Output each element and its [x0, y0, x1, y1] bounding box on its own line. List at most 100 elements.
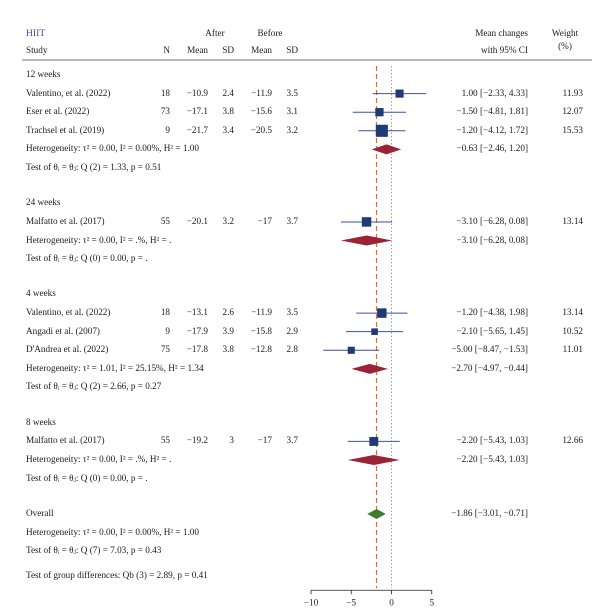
study-n: 18: [160, 87, 170, 98]
study-sd-before: 3.2: [286, 124, 298, 135]
subgroup-label: 24 weeks: [26, 197, 61, 208]
study-name: Eser et al. (2022): [26, 106, 90, 117]
study-name: Trachsel et al. (2019): [26, 124, 105, 135]
homogeneity-test: Test of θᵢ = θⱼ: Q (2) = 2.66, p = 0.27: [26, 381, 162, 392]
study-mean-after: −13.1: [186, 307, 208, 318]
n-column-header: N: [163, 45, 170, 55]
study-ci: −1.20 [−4.12, 1.72]: [456, 124, 528, 135]
study-ci: 1.00 [−2.33, 4.33]: [461, 87, 528, 98]
study-ci: −3.10 [−6.28, 0.08]: [456, 215, 528, 226]
after-header: After: [205, 28, 225, 38]
heterogeneity-stat: Heterogeneity: τ² = 0.00, I² = .%, H² = …: [26, 454, 172, 465]
study-column-header: Study: [26, 45, 48, 55]
study-mean-before: −20.5: [250, 124, 272, 135]
pooled-diamond: [347, 455, 400, 466]
study-n: 9: [165, 124, 170, 135]
study-ci: −1.20 [−4.38, 1.98]: [456, 307, 528, 318]
x-tick-label: −10: [304, 597, 319, 607]
study-sd-before: 2.8: [286, 344, 298, 355]
study-weight: 13.14: [562, 215, 583, 226]
study-mean-before: −15.6: [250, 106, 272, 117]
study-sd-after: 3.4: [222, 124, 234, 135]
study-weight: 15.53: [562, 124, 583, 135]
weight-header: Weight: [551, 28, 579, 38]
overall-ci: −1.86 [−3.01, −0.71]: [451, 507, 528, 518]
study-ci: −5.00 [−8.47, −1.53]: [451, 344, 528, 355]
study-mean-before: −17: [257, 215, 272, 226]
study-name: Malfatto et al. (2017): [26, 435, 105, 446]
effect-square: [375, 108, 384, 117]
study-mean-before: −12.8: [250, 344, 272, 355]
homogeneity-test: Test of θᵢ = θⱼ: Q (0) = 0.00, p = .: [26, 472, 148, 483]
x-tick-label: 0: [389, 597, 394, 607]
sd-before-header: SD: [286, 45, 298, 55]
study-sd-before: 2.9: [286, 325, 298, 336]
pooled-diamond: [340, 235, 393, 246]
study-mean-after: −17.9: [186, 325, 208, 336]
study-sd-after: 3.8: [222, 106, 234, 117]
x-tick-label: −5: [346, 597, 356, 607]
study-weight: 13.14: [562, 307, 583, 318]
sd-after-header: SD: [222, 45, 234, 55]
study-weight: 12.07: [562, 106, 583, 117]
study-weight: 11.93: [562, 87, 583, 98]
pooled-diamond: [371, 144, 402, 155]
study-n: 55: [160, 435, 170, 446]
study-sd-before: 3.7: [286, 215, 298, 226]
overall-heterogeneity: Heterogeneity: τ² = 0.00, I² = 0.00%, H²…: [26, 526, 199, 537]
heterogeneity-stat: Heterogeneity: τ² = 0.00, I² = .%, H² = …: [26, 234, 172, 245]
overall-homogeneity-test: Test of θᵢ = θⱼ: Q (7) = 7.03, p = 0.43: [26, 545, 162, 556]
ci-header: with 95% CI: [481, 45, 528, 55]
pooled-diamond: [351, 363, 388, 374]
study-sd-before: 3.1: [286, 106, 298, 117]
heterogeneity-stat: Heterogeneity: τ² = 1.01, I² = 25.15%, H…: [26, 362, 204, 373]
effect-square: [377, 308, 387, 318]
pooled-ci: −2.70 [−4.97, −0.44]: [451, 362, 528, 373]
weight-unit-header: (%): [558, 41, 572, 51]
study-name: Valentino, et al. (2022): [26, 87, 111, 98]
mean-changes-header: Mean changes: [475, 28, 528, 38]
group-differences-test: Test of group differences: Qb (3) = 2.89…: [26, 570, 208, 581]
subgroup-label: 8 weeks: [26, 416, 56, 427]
study-mean-after: −10.9: [186, 87, 208, 98]
study-name: Angadi et al. (2007): [26, 325, 100, 336]
group-label: HIIT: [26, 28, 46, 39]
subgroup-label: 4 weeks: [26, 288, 56, 299]
study-ci: −1.50 [−4.81, 1.81]: [456, 106, 528, 117]
study-sd-before: 3.5: [286, 307, 298, 318]
study-n: 18: [160, 307, 170, 318]
study-mean-after: −19.2: [186, 435, 208, 446]
pooled-ci: −2.20 [−5.43, 1.03]: [456, 454, 528, 465]
study-sd-after: 3: [229, 435, 234, 446]
study-mean-after: −20.1: [186, 215, 208, 226]
effect-square: [347, 346, 355, 354]
effect-square: [395, 89, 404, 98]
subgroup-label: 12 weeks: [26, 69, 61, 79]
study-name: Malfatto et al. (2017): [26, 215, 105, 226]
study-weight: 12.66: [562, 435, 583, 446]
effect-square: [371, 328, 378, 335]
study-sd-after: 2.6: [222, 307, 234, 318]
study-n: 75: [160, 344, 170, 355]
before-header: Before: [257, 28, 283, 38]
study-n: 9: [165, 325, 170, 336]
study-sd-before: 3.5: [286, 87, 298, 98]
x-tick-label: 5: [429, 597, 434, 607]
study-mean-before: −17: [257, 435, 272, 446]
study-sd-after: 3.9: [222, 325, 234, 336]
study-mean-after: −17.1: [186, 106, 208, 117]
study-mean-before: −15.8: [250, 325, 272, 336]
study-mean-after: −21.7: [186, 124, 208, 135]
study-mean-before: −11.9: [251, 87, 272, 98]
study-n: 73: [160, 106, 170, 117]
overall-label: Overall: [26, 507, 54, 518]
study-weight: 11.01: [562, 344, 583, 355]
pooled-ci: −0.63 [−2.46, 1.20]: [456, 143, 528, 154]
study-weight: 10.52: [562, 325, 583, 336]
homogeneity-test: Test of θᵢ = θⱼ: Q (2) = 1.33, p = 0.51: [26, 162, 162, 172]
study-sd-after: 2.4: [222, 87, 234, 98]
effect-square: [369, 436, 379, 446]
effect-square: [375, 124, 388, 137]
study-n: 55: [160, 215, 170, 226]
study-name: Valentino, et al. (2022): [26, 307, 111, 318]
